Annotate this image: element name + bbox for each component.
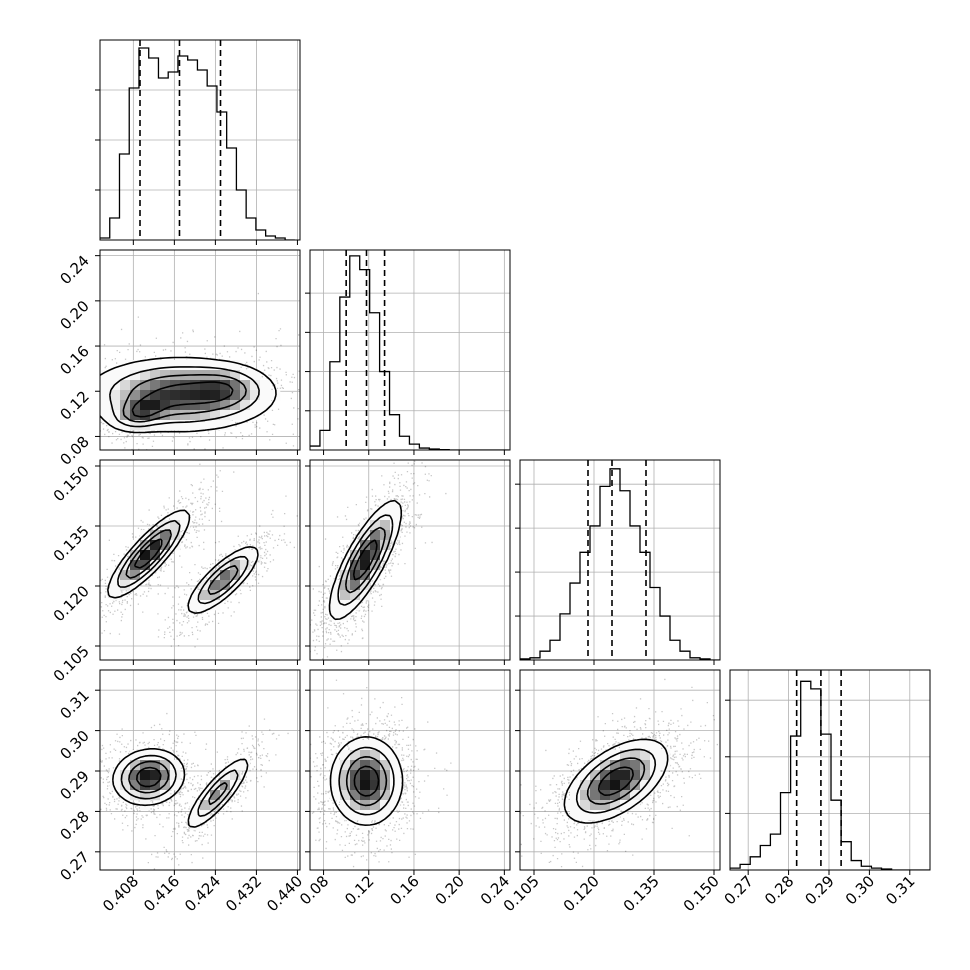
panel-frame — [309, 669, 511, 871]
x-tick-label: 0.30 — [842, 872, 878, 908]
y-tick-label: 0.120 — [50, 582, 93, 625]
histogram-panel-2 — [515, 459, 721, 665]
contour-line — [345, 526, 386, 594]
contour-line — [353, 765, 380, 797]
x-tick-label: 0.120 — [560, 872, 603, 915]
joint-panel-2-3 — [515, 669, 721, 875]
density-fill — [100, 360, 281, 431]
y-tick-label: 0.12 — [56, 387, 92, 423]
panel-frame — [519, 669, 721, 871]
y-tick-label: 0.24 — [56, 252, 92, 288]
contour-line — [100, 356, 277, 434]
x-tick-label: 0.432 — [222, 872, 265, 915]
contour-line — [117, 519, 249, 605]
scatter-points — [520, 678, 718, 868]
panel-frame — [729, 669, 931, 871]
y-tick-label: 0.135 — [50, 522, 93, 565]
joint-panel-1-3 — [305, 669, 511, 875]
histogram-step — [520, 468, 720, 660]
contour-line — [122, 374, 247, 423]
x-tick-label: 0.08 — [296, 872, 332, 908]
y-tick-label: 0.08 — [56, 433, 92, 469]
contour-line — [134, 538, 163, 569]
panel-frame — [99, 459, 301, 661]
panel-frame — [519, 459, 721, 661]
contour-line — [328, 499, 403, 621]
contour-line — [128, 760, 228, 806]
x-tick-label: 0.416 — [140, 872, 183, 915]
contour-line — [107, 509, 259, 614]
contour-line — [120, 754, 239, 817]
contour-line — [131, 381, 234, 418]
y-tick-label: 0.31 — [56, 686, 92, 722]
contour-line — [337, 514, 394, 606]
joint-panel-0-3 — [95, 669, 301, 875]
contour-line — [112, 748, 249, 828]
panel-frame — [99, 39, 301, 241]
panel-frame — [99, 669, 301, 871]
contour-line — [125, 529, 239, 595]
x-tick-label: 0.29 — [801, 872, 837, 908]
contour-line — [575, 748, 657, 814]
histogram-panel-3 — [725, 669, 931, 875]
density-fill — [330, 740, 401, 831]
joint-panel-0-1 — [95, 249, 301, 455]
contour-line — [345, 756, 388, 807]
panel-frame — [309, 249, 511, 451]
contour-line — [597, 766, 634, 796]
y-tick-label: 0.30 — [56, 727, 92, 763]
x-tick-label: 0.28 — [761, 872, 797, 908]
x-tick-label: 0.135 — [620, 872, 663, 915]
y-tick-label: 0.28 — [56, 808, 92, 844]
contour-line — [352, 539, 378, 581]
contour-line — [329, 736, 404, 826]
x-tick-label: 0.16 — [386, 872, 422, 908]
x-tick-label: 0.12 — [341, 872, 377, 908]
histogram-step — [310, 255, 509, 450]
joint-panel-0-2 — [95, 459, 301, 665]
x-tick-label: 0.27 — [721, 872, 757, 908]
x-tick-label: 0.150 — [680, 872, 723, 915]
x-tick-label: 0.408 — [99, 872, 142, 915]
panel-frame — [99, 249, 301, 451]
y-tick-label: 0.105 — [50, 642, 93, 685]
y-tick-label: 0.29 — [56, 767, 92, 803]
contour-line — [136, 766, 162, 788]
y-tick-label: 0.20 — [56, 297, 92, 333]
scatter-points — [100, 292, 300, 450]
joint-panel-1-2 — [305, 459, 511, 665]
histogram-panel-0 — [95, 39, 301, 245]
density-fill — [330, 500, 401, 621]
scatter-points — [100, 463, 298, 648]
y-tick-label: 0.27 — [56, 848, 92, 884]
y-tick-label: 0.16 — [56, 342, 92, 378]
x-tick-label: 0.31 — [882, 872, 918, 908]
contour-line — [586, 757, 646, 805]
density-fill — [560, 740, 671, 821]
contour-line — [109, 366, 260, 428]
histogram-panel-1 — [305, 249, 511, 455]
histogram-step — [730, 680, 930, 870]
contour-line — [338, 746, 395, 816]
y-tick-label: 0.150 — [50, 462, 93, 505]
x-tick-label: 0.424 — [181, 872, 224, 915]
histogram-step — [100, 47, 295, 240]
panel-frame — [309, 459, 511, 661]
contour-line — [563, 738, 669, 824]
x-tick-label: 0.20 — [432, 872, 468, 908]
